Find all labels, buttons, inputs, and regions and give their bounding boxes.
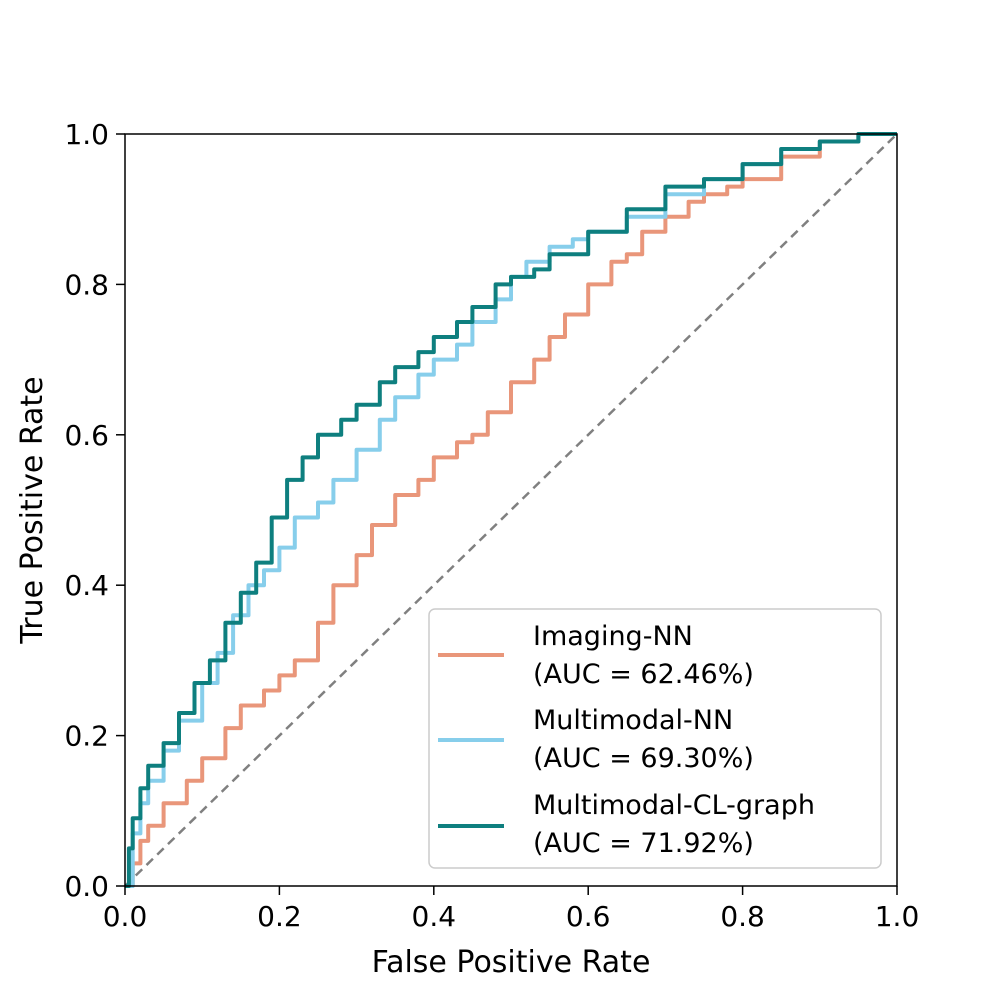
x-tick-label: 0.8 bbox=[720, 900, 765, 933]
x-tick-label: 0.4 bbox=[412, 900, 457, 933]
legend-label-multimodal-nn: Multimodal-NN bbox=[533, 705, 733, 736]
legend-auc-imaging-nn: (AUC = 62.46%) bbox=[533, 659, 754, 690]
x-tick-label: 1.0 bbox=[875, 900, 920, 933]
x-tick-label: 0.2 bbox=[257, 900, 302, 933]
ticks-layer: 0.0 0.2 0.4 0.6 0.8 1.0 0.0 0.2 0.4 0.6 0.8 1.0 bbox=[64, 118, 919, 933]
legend-label-imaging-nn: Imaging-NN bbox=[533, 621, 693, 652]
y-tick-label: 1.0 bbox=[64, 118, 109, 151]
legend-label-multimodal-cl-graph: Multimodal-CL-graph bbox=[533, 790, 815, 821]
x-tick-label: 0.6 bbox=[566, 900, 611, 933]
legend: Imaging-NN (AUC = 62.46%) Multimodal-NN … bbox=[428, 608, 882, 869]
x-axis-label: False Positive Rate bbox=[372, 945, 651, 980]
plot-frame bbox=[124, 133, 898, 887]
y-tick-label: 0.6 bbox=[64, 419, 109, 452]
y-tick-label: 0.0 bbox=[64, 870, 109, 903]
legend-auc-multimodal-nn: (AUC = 69.30%) bbox=[533, 743, 754, 774]
y-tick-label: 0.8 bbox=[64, 268, 109, 301]
series-line-imaging-nn bbox=[125, 132, 897, 888]
legend-box bbox=[428, 608, 882, 869]
x-tick-label: 0.0 bbox=[103, 900, 148, 933]
series-line-multimodal-cl-graph bbox=[125, 132, 897, 888]
y-tick-label: 0.4 bbox=[64, 569, 109, 602]
y-axis-label: True Positive Rate bbox=[15, 376, 50, 644]
legend-auc-multimodal-cl-graph: (AUC = 71.92%) bbox=[533, 828, 754, 859]
lines-layer bbox=[124, 132, 898, 888]
y-tick-label: 0.2 bbox=[64, 720, 109, 753]
